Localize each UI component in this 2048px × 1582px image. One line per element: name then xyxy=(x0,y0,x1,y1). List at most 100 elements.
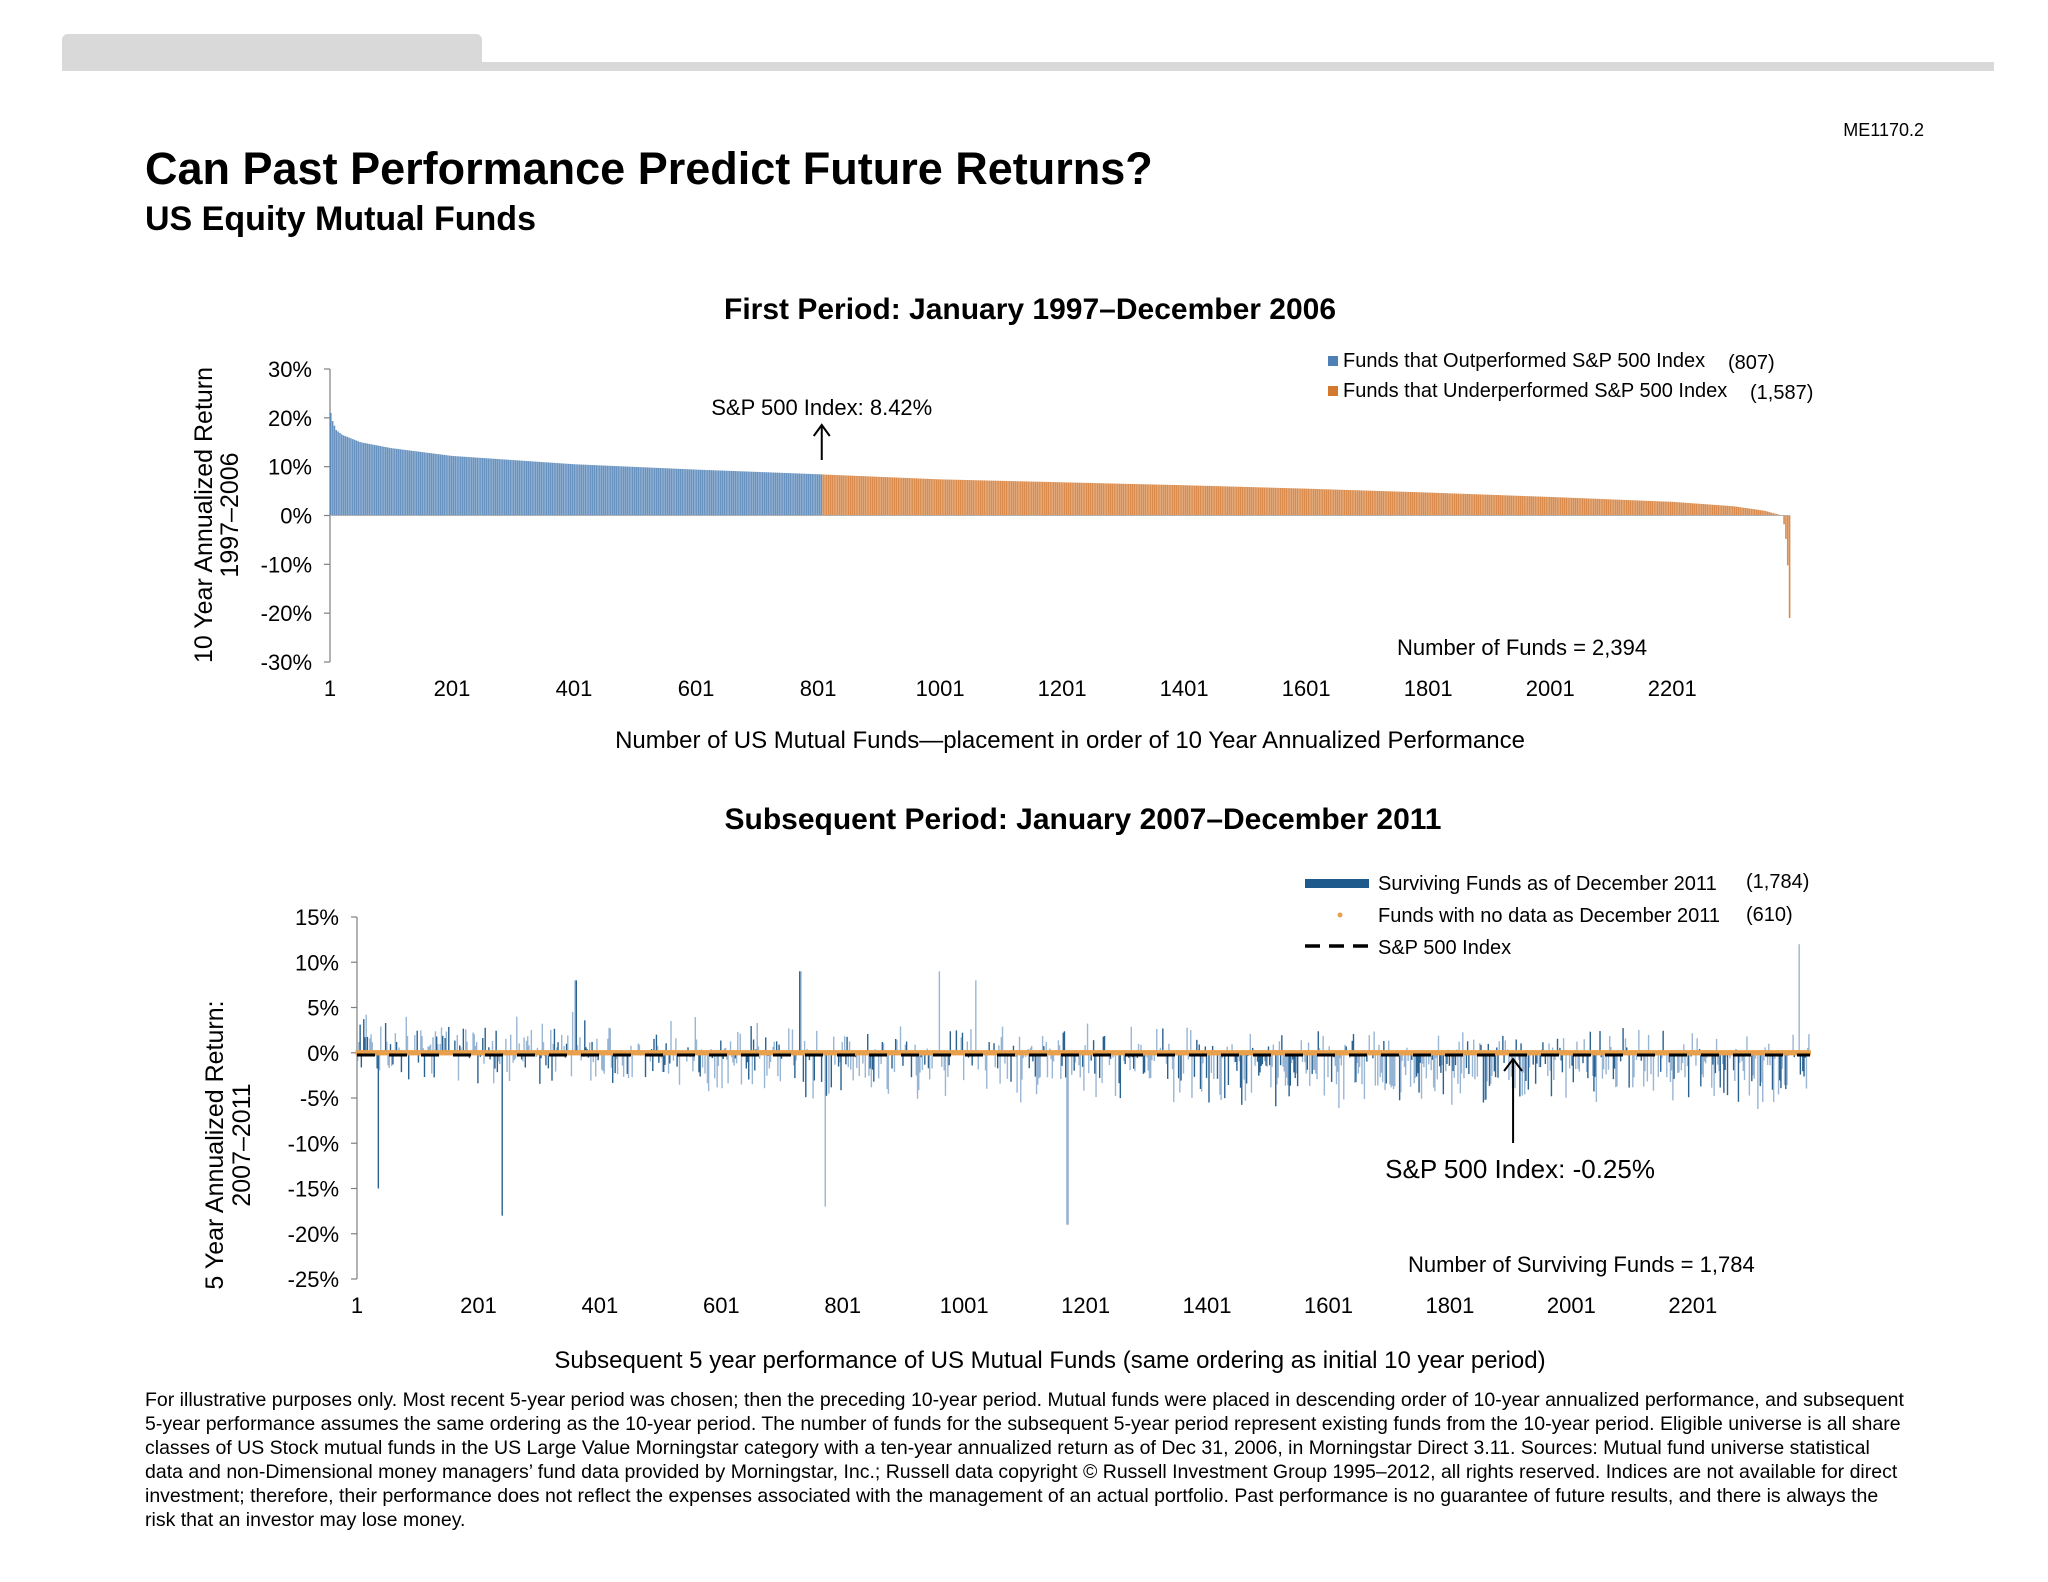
data-bar xyxy=(1612,1052,1615,1080)
data-bar xyxy=(1549,1052,1551,1071)
data-bar xyxy=(663,1052,665,1072)
data-bar xyxy=(1536,1052,1538,1064)
data-bar xyxy=(873,476,876,516)
x-tick-label: 1 xyxy=(351,1293,363,1318)
data-bar xyxy=(364,443,367,516)
data-bar xyxy=(497,1052,500,1062)
data-bar xyxy=(366,1036,369,1053)
data-bar xyxy=(1598,498,1601,516)
data-bar xyxy=(1783,1052,1786,1086)
data-bar xyxy=(835,475,837,516)
x-tick-label: 1001 xyxy=(940,1293,989,1318)
data-bar xyxy=(1278,487,1280,516)
data-bar xyxy=(425,452,427,516)
data-bar xyxy=(1318,489,1320,516)
data-bar xyxy=(1122,483,1125,516)
data-bar xyxy=(1669,1052,1672,1082)
data-bar xyxy=(1129,483,1132,516)
data-bar xyxy=(1045,481,1048,516)
data-bar xyxy=(1498,1041,1500,1053)
data-bar xyxy=(1541,496,1544,516)
data-bar xyxy=(749,471,751,516)
data-bar xyxy=(637,1043,639,1053)
data-bar xyxy=(1757,1052,1759,1109)
data-bar xyxy=(678,1052,681,1085)
data-bar xyxy=(947,1052,949,1077)
data-bar xyxy=(1494,494,1496,516)
data-bar xyxy=(1783,515,1785,525)
data-bar xyxy=(1583,1039,1585,1053)
data-bar xyxy=(1785,1052,1787,1090)
data-bar xyxy=(698,1052,700,1073)
y-tick-label: -20% xyxy=(288,1222,339,1247)
data-bar xyxy=(1300,1040,1302,1053)
data-bar xyxy=(444,1038,446,1053)
data-bar xyxy=(1076,482,1079,516)
data-bar xyxy=(1296,1052,1299,1087)
data-bar xyxy=(1182,485,1185,516)
data-bar xyxy=(398,1047,400,1053)
data-bar xyxy=(683,469,685,516)
data-bar xyxy=(1177,485,1180,516)
data-bar xyxy=(1605,1052,1607,1075)
data-bar xyxy=(1361,1052,1363,1085)
data-bar xyxy=(834,1052,836,1065)
data-bar xyxy=(1090,1052,1092,1061)
data-bar xyxy=(1677,502,1679,516)
data-bar xyxy=(1504,1040,1506,1053)
data-bar xyxy=(1067,482,1070,516)
data-bar xyxy=(1062,482,1064,516)
data-bar xyxy=(642,467,645,516)
data-bar xyxy=(800,473,802,516)
data-bar xyxy=(1111,483,1114,516)
data-bar xyxy=(1115,483,1117,516)
data-bar xyxy=(1514,1052,1516,1089)
data-bar xyxy=(758,471,760,516)
data-bar xyxy=(1466,493,1469,516)
data-bar xyxy=(772,472,775,516)
data-bar xyxy=(792,1052,795,1066)
data-bar xyxy=(1419,492,1421,516)
data-bar xyxy=(655,467,658,516)
data-bar xyxy=(580,1052,582,1061)
data-bar xyxy=(1243,486,1245,516)
x-tick-label: 2001 xyxy=(1526,676,1575,701)
data-bar xyxy=(1599,1031,1601,1053)
data-bar xyxy=(447,455,449,516)
data-bar xyxy=(494,1052,496,1069)
data-bar xyxy=(1632,1052,1634,1088)
data-bar xyxy=(1281,487,1284,516)
data-bar xyxy=(1397,491,1399,516)
data-bar xyxy=(1080,482,1083,516)
data-bar xyxy=(1137,484,1139,516)
data-bar xyxy=(866,476,868,516)
data-bar xyxy=(1576,498,1579,516)
data-bar xyxy=(1186,485,1189,516)
data-bar xyxy=(915,1052,918,1076)
data-bar xyxy=(1561,1052,1564,1073)
data-bar xyxy=(1628,1052,1630,1088)
data-bar xyxy=(1208,485,1211,516)
data-bar xyxy=(1626,1047,1628,1053)
data-bar xyxy=(736,471,738,516)
data-bar xyxy=(435,1036,438,1053)
data-bar xyxy=(1148,484,1150,516)
x-tick-label: 601 xyxy=(678,676,715,701)
data-bar xyxy=(1661,1052,1663,1059)
data-bar xyxy=(1629,500,1632,516)
data-bar xyxy=(1591,498,1593,516)
data-bar xyxy=(648,467,651,516)
data-bar xyxy=(727,1052,729,1084)
data-bar xyxy=(732,471,735,516)
data-bar xyxy=(1283,488,1286,516)
data-bar xyxy=(993,1043,995,1053)
data-bar xyxy=(1463,1052,1465,1079)
data-bar xyxy=(1004,1052,1006,1064)
data-bar xyxy=(441,454,444,516)
data-bar xyxy=(456,1035,458,1053)
data-bar xyxy=(852,1052,854,1081)
data-bar xyxy=(754,1052,756,1071)
data-bar xyxy=(540,461,543,516)
data-bar xyxy=(1633,500,1635,516)
data-bar xyxy=(765,1037,767,1053)
